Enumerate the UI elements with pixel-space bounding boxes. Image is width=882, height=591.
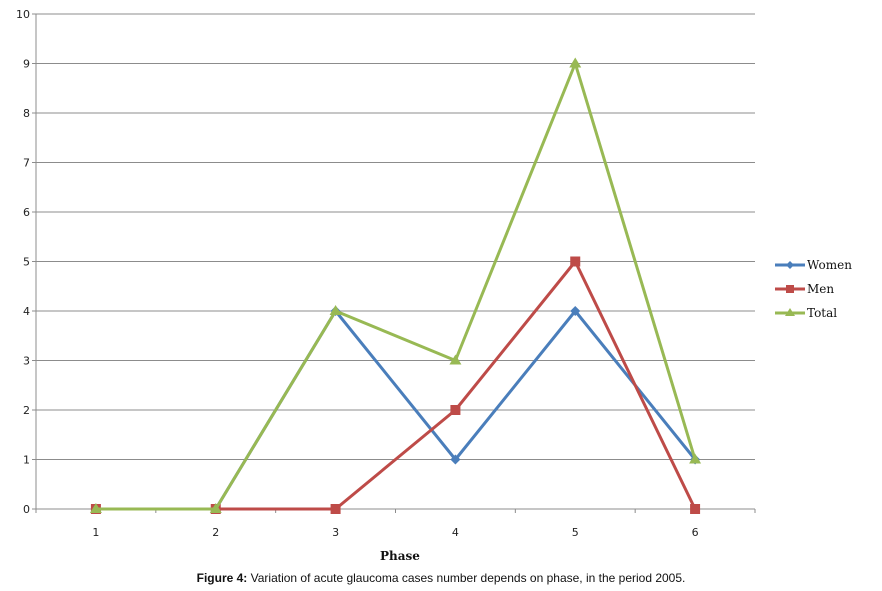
x-tick-label: 4 [452, 526, 459, 539]
y-tick-label: 7 [23, 157, 30, 170]
y-tick-label: 10 [16, 8, 30, 21]
legend-marker-women [786, 261, 794, 269]
gridlines [36, 13, 755, 460]
legend-label-men: Men [807, 282, 834, 296]
x-tick-label: 6 [692, 526, 699, 539]
x-tick-label: 2 [212, 526, 219, 539]
y-tick-label: 9 [23, 58, 30, 71]
y-tick-label: 5 [23, 256, 30, 269]
point-total-6 [689, 453, 702, 464]
point-men-4 [450, 405, 461, 415]
axes [32, 13, 756, 513]
point-men-5 [570, 256, 581, 267]
figure-caption: Figure 4: Variation of acute glaucoma ca… [0, 571, 882, 585]
legend-label-women: Women [807, 258, 852, 272]
line-chart: 0 1 2 3 4 5 6 7 8 9 10 1 2 3 4 5 6 Phase Women Men Total [16, 8, 852, 563]
point-women-4 [450, 454, 461, 465]
x-tick-label: 5 [572, 526, 579, 539]
y-tick-label: 0 [23, 503, 30, 516]
series-line-total [95, 62, 697, 511]
y-tick-label: 1 [23, 454, 30, 467]
x-axis-title: Phase [380, 549, 420, 563]
point-total-4 [449, 354, 462, 365]
point-total-3 [329, 305, 342, 315]
point-women-5 [570, 306, 581, 316]
point-total-5 [569, 57, 582, 68]
point-total-1 [89, 503, 102, 513]
legend: Women Men Total [775, 258, 852, 320]
legend-marker-total [785, 308, 795, 316]
point-total-2 [209, 503, 222, 513]
y-tick-label: 6 [23, 206, 30, 219]
y-tick-labels: 0 1 2 3 4 5 6 7 8 9 10 [16, 8, 30, 516]
caption-label: Figure 4: [196, 571, 248, 585]
y-tick-label: 3 [23, 355, 30, 368]
legend-marker-men [786, 285, 794, 293]
caption-text: Variation of acute glaucoma cases number… [247, 571, 686, 585]
y-tick-label: 2 [23, 404, 30, 417]
series-lines [89, 57, 702, 514]
x-tick-label: 1 [92, 526, 99, 539]
point-men-3 [330, 504, 341, 514]
legend-label-total: Total [807, 306, 837, 320]
point-men-6 [690, 504, 701, 514]
y-tick-label: 4 [23, 305, 30, 318]
x-tick-labels: 1 2 3 4 5 6 [92, 526, 698, 539]
x-tick-label: 3 [332, 526, 339, 539]
y-tick-label: 8 [23, 107, 30, 120]
